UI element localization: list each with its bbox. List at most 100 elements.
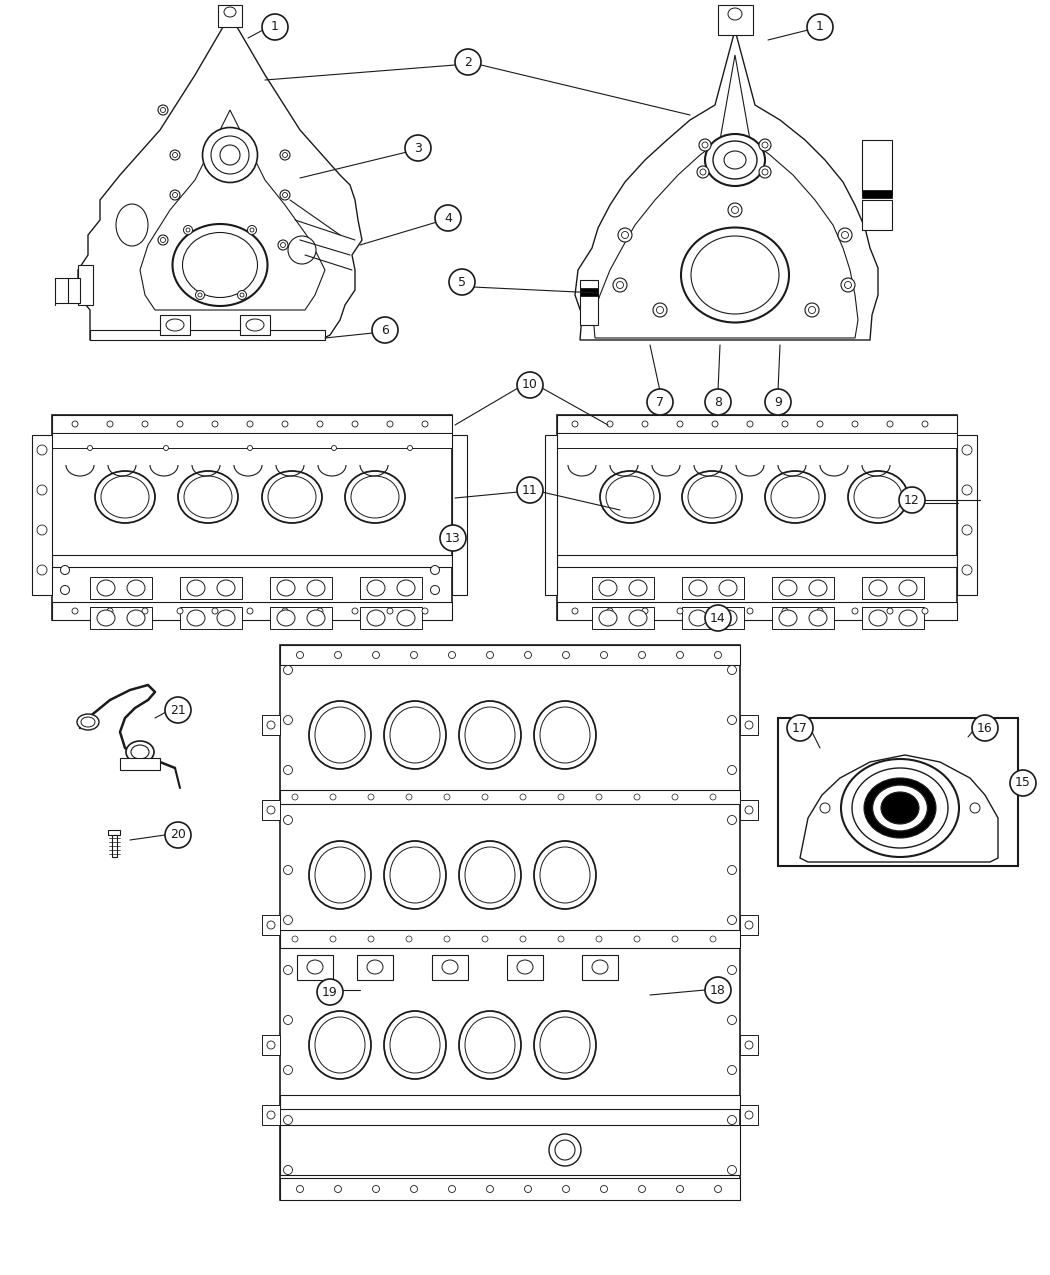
Ellipse shape [397, 609, 415, 626]
Ellipse shape [422, 608, 428, 615]
Text: 19: 19 [322, 986, 338, 998]
Bar [262, 715, 280, 734]
Bar [582, 955, 618, 980]
Ellipse shape [732, 207, 738, 213]
Ellipse shape [177, 608, 183, 615]
Ellipse shape [779, 609, 797, 626]
Ellipse shape [525, 652, 531, 658]
Ellipse shape [315, 708, 365, 762]
Ellipse shape [677, 608, 682, 615]
Text: 4: 4 [444, 212, 452, 224]
Bar [52, 555, 452, 567]
Ellipse shape [317, 421, 323, 427]
Ellipse shape [307, 960, 323, 974]
Ellipse shape [699, 139, 711, 150]
Ellipse shape [779, 580, 797, 595]
Ellipse shape [292, 936, 298, 942]
Ellipse shape [922, 608, 928, 615]
Ellipse shape [411, 1186, 418, 1192]
Ellipse shape [728, 203, 742, 217]
Bar [772, 578, 834, 599]
Ellipse shape [762, 142, 768, 148]
Bar [280, 1095, 740, 1109]
Ellipse shape [681, 227, 789, 323]
Bar [360, 578, 422, 599]
Ellipse shape [368, 580, 385, 595]
Ellipse shape [352, 421, 358, 427]
Bar [297, 955, 333, 980]
Bar [718, 5, 753, 34]
Ellipse shape [292, 794, 298, 799]
Ellipse shape [728, 1165, 736, 1174]
Circle shape [262, 14, 288, 40]
Ellipse shape [572, 608, 578, 615]
Circle shape [705, 977, 731, 1003]
Ellipse shape [284, 965, 293, 974]
Bar [262, 1105, 280, 1125]
Ellipse shape [158, 105, 168, 115]
Bar [740, 715, 758, 734]
Ellipse shape [127, 609, 145, 626]
Ellipse shape [540, 847, 590, 903]
Bar [740, 1105, 758, 1125]
Ellipse shape [61, 566, 69, 575]
Ellipse shape [406, 794, 412, 799]
Ellipse shape [672, 936, 678, 942]
Bar [52, 602, 452, 620]
Ellipse shape [368, 936, 374, 942]
Ellipse shape [600, 470, 660, 523]
Circle shape [440, 525, 466, 551]
Ellipse shape [852, 608, 858, 615]
Circle shape [165, 697, 191, 723]
Ellipse shape [187, 609, 205, 626]
Text: 14: 14 [710, 612, 726, 625]
Ellipse shape [563, 652, 569, 658]
Ellipse shape [170, 150, 180, 159]
Ellipse shape [247, 421, 253, 427]
Ellipse shape [178, 470, 238, 523]
Ellipse shape [330, 936, 336, 942]
Ellipse shape [335, 652, 341, 658]
Ellipse shape [728, 8, 742, 20]
Bar [160, 315, 190, 335]
Ellipse shape [771, 476, 819, 518]
Ellipse shape [572, 421, 578, 427]
Circle shape [972, 715, 998, 741]
Ellipse shape [676, 1186, 684, 1192]
Ellipse shape [262, 470, 322, 523]
Bar [740, 1035, 758, 1054]
Ellipse shape [459, 1011, 521, 1079]
Ellipse shape [540, 708, 590, 762]
Ellipse shape [638, 1186, 646, 1192]
Ellipse shape [107, 421, 113, 427]
Ellipse shape [820, 803, 830, 813]
Ellipse shape [848, 470, 908, 523]
Ellipse shape [710, 936, 716, 942]
Text: 13: 13 [445, 532, 461, 544]
Ellipse shape [368, 960, 383, 974]
Ellipse shape [448, 1186, 456, 1192]
Polygon shape [800, 755, 998, 862]
Ellipse shape [240, 293, 244, 297]
Bar [280, 645, 740, 666]
Text: 10: 10 [522, 379, 538, 391]
Ellipse shape [373, 652, 379, 658]
Bar [180, 578, 242, 599]
Ellipse shape [592, 960, 608, 974]
Ellipse shape [970, 803, 980, 813]
Text: 1: 1 [271, 20, 279, 33]
Bar [240, 315, 270, 335]
Text: 17: 17 [792, 722, 807, 734]
Ellipse shape [384, 842, 446, 909]
Ellipse shape [61, 585, 69, 594]
Ellipse shape [248, 226, 256, 235]
Bar [862, 200, 892, 230]
Circle shape [647, 389, 673, 414]
Ellipse shape [315, 1017, 365, 1074]
Ellipse shape [634, 936, 640, 942]
Ellipse shape [702, 142, 708, 148]
Ellipse shape [186, 228, 190, 232]
Text: 8: 8 [714, 395, 722, 408]
Ellipse shape [962, 484, 972, 495]
Ellipse shape [37, 525, 47, 536]
